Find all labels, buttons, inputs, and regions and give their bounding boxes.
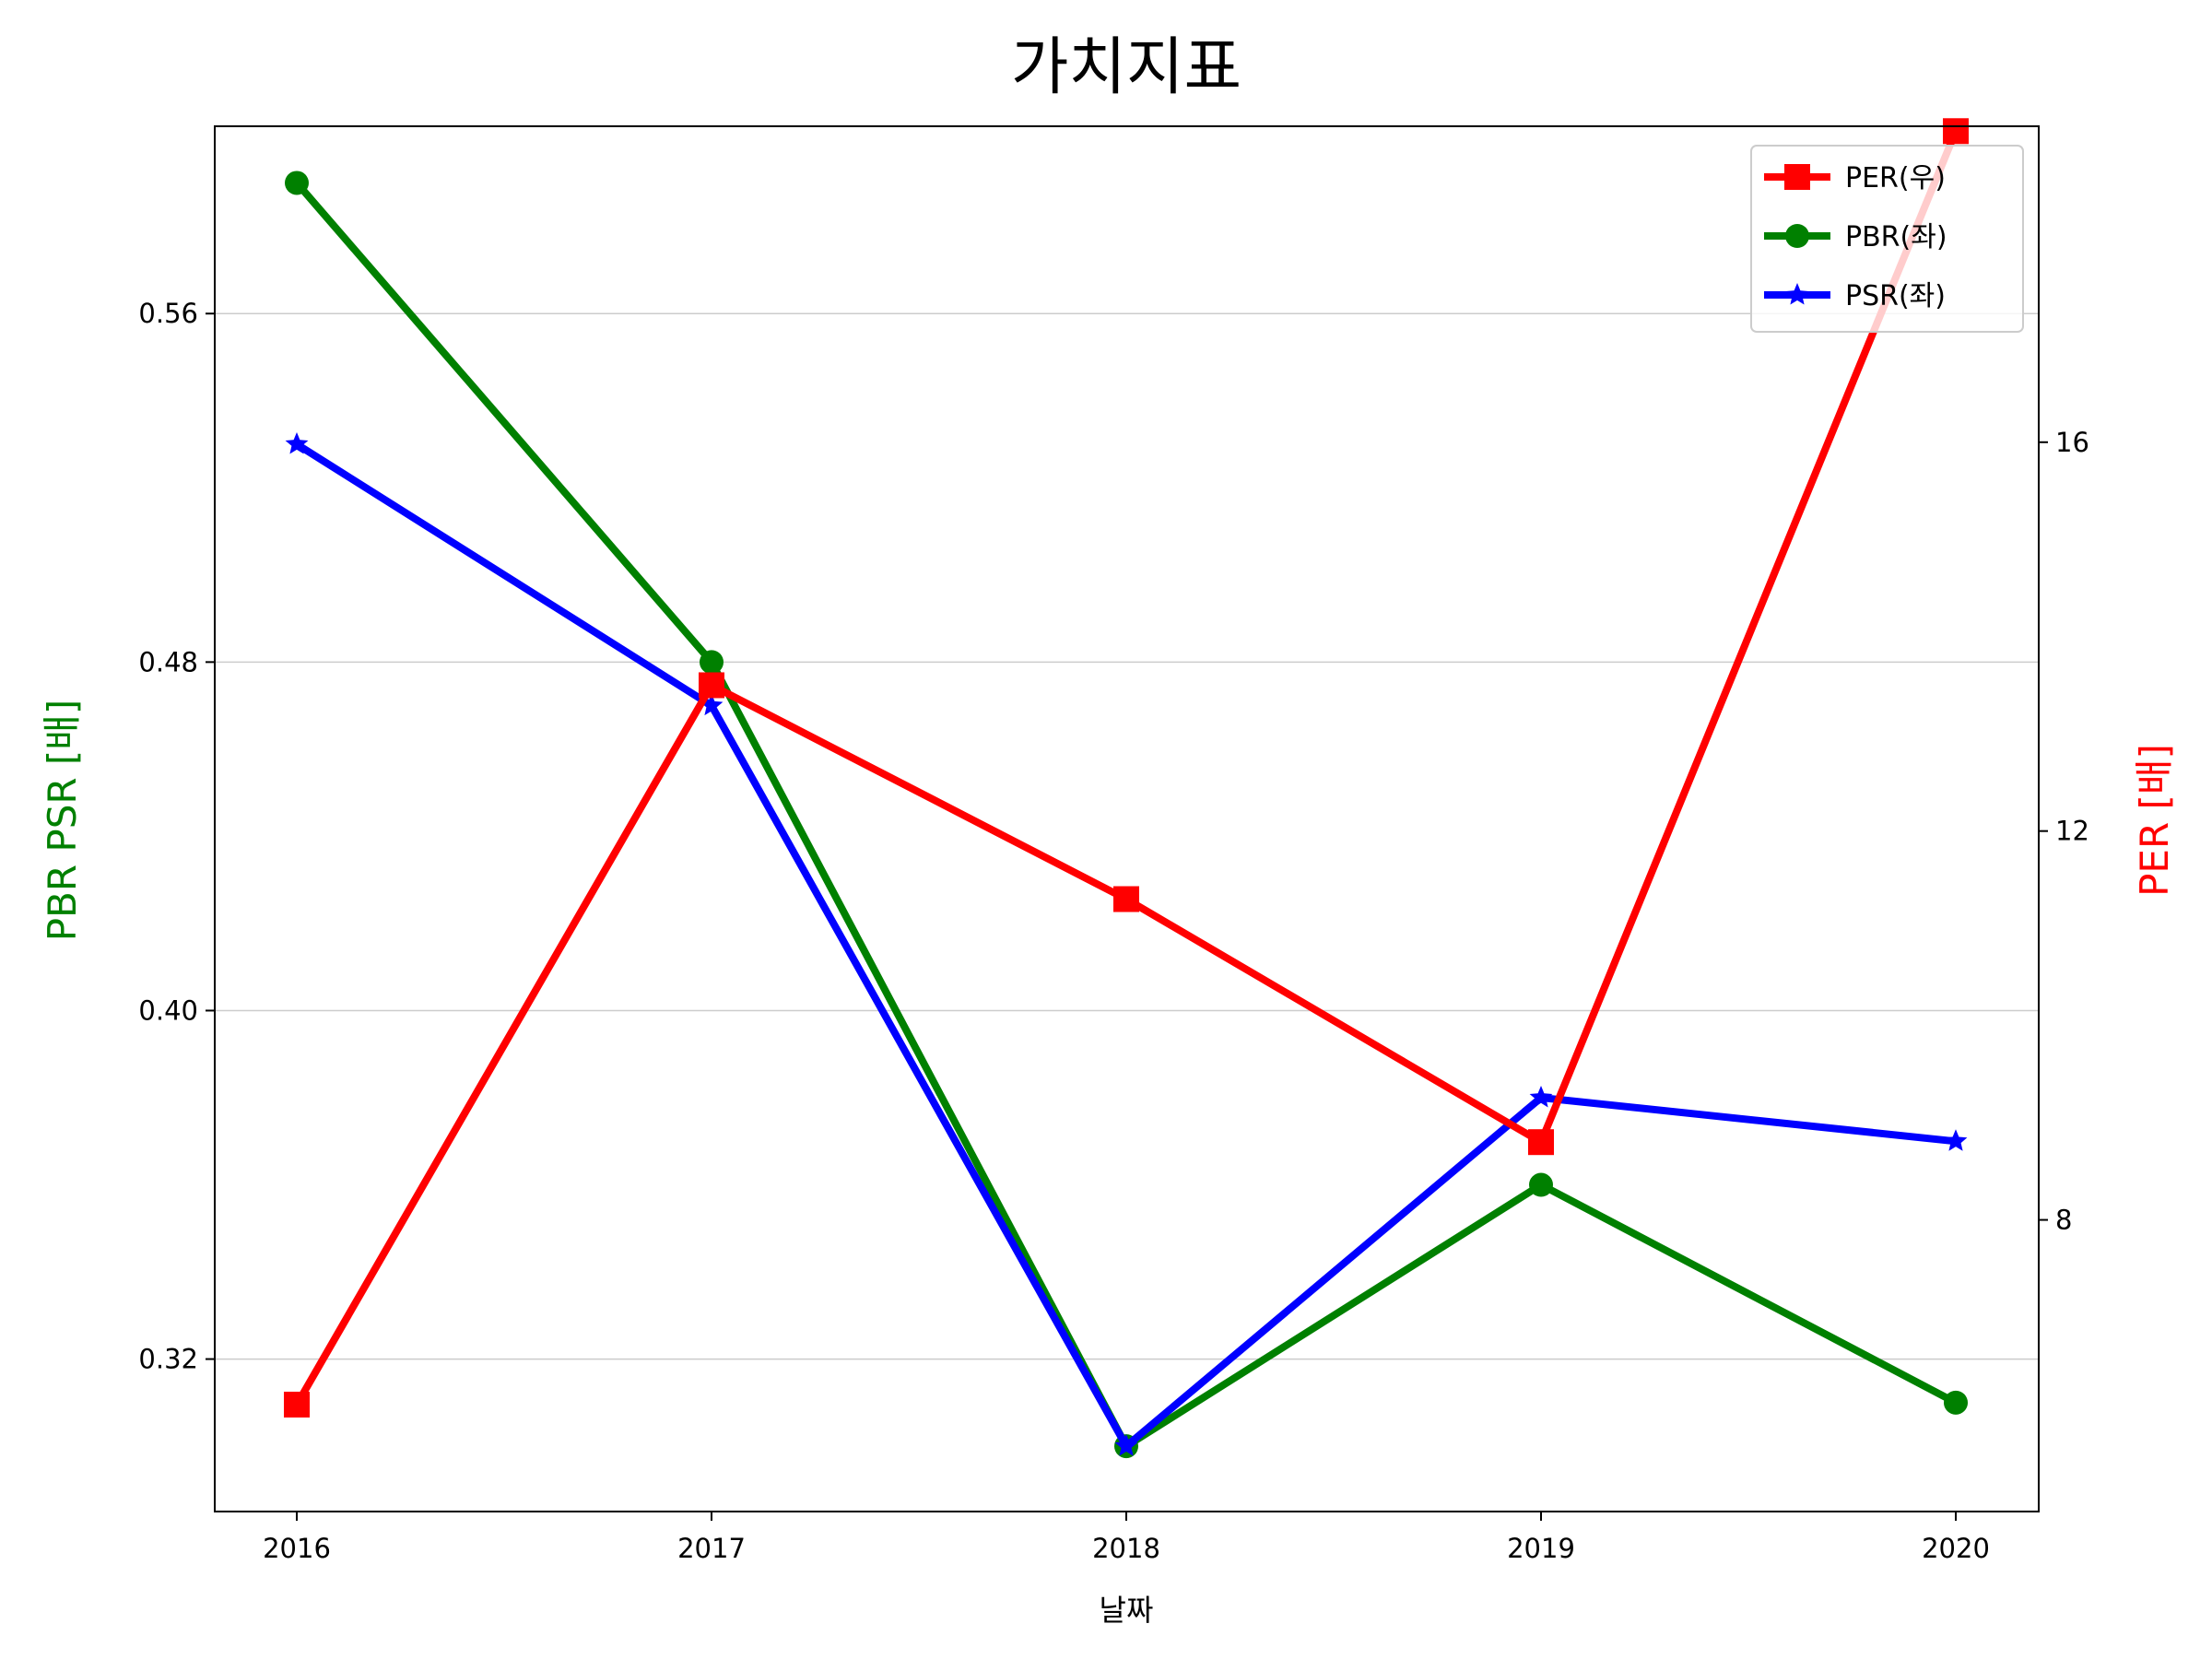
- x-tick-label: 2016: [263, 1533, 331, 1564]
- legend-marker: [1784, 164, 1810, 190]
- y-axis-right: 8 12 16: [2039, 427, 2089, 1236]
- x-axis-label: 날짜: [1100, 1593, 1154, 1628]
- y-left-tick-label: 0.40: [138, 994, 198, 1026]
- legend-item: PSR(좌): [1764, 280, 1946, 312]
- data-point: [700, 693, 724, 716]
- y-right-tick-label: 8: [2055, 1205, 2072, 1236]
- legend-item: PBR(좌): [1764, 221, 1947, 253]
- x-axis: 2016 2017 2018 2019 2020: [263, 1512, 1990, 1564]
- legend-label: PBR(좌): [1845, 221, 1947, 253]
- series-layer: [284, 118, 1969, 1459]
- data-point: [700, 650, 724, 675]
- y-left-tick-label: 0.48: [138, 646, 198, 677]
- series-square: [284, 118, 1969, 1418]
- data-point: [1944, 1129, 1968, 1151]
- data-point: [284, 1391, 310, 1418]
- x-tick-label: 2018: [1092, 1533, 1160, 1564]
- legend-label: PER(우): [1845, 162, 1946, 194]
- x-tick-label: 2020: [1922, 1533, 1990, 1564]
- legend-box: [1750, 145, 2024, 333]
- x-tick-label: 2019: [1507, 1533, 1575, 1564]
- y-axis-left-label: PBR PSR [배]: [40, 700, 85, 942]
- data-point: [1943, 118, 1969, 145]
- chart-title: 가치지표: [1011, 31, 1241, 104]
- y-axis-left: 0.32 0.40 0.48 0.56: [138, 298, 215, 1375]
- data-point: [285, 432, 309, 454]
- data-point: [1528, 1129, 1554, 1156]
- data-point: [1944, 1390, 1968, 1415]
- series-star: [285, 432, 1968, 1456]
- legend-item: PER(우): [1764, 162, 1946, 194]
- data-point: [699, 672, 724, 699]
- y-left-tick-label: 0.32: [138, 1344, 198, 1375]
- data-point: [1529, 1086, 1553, 1108]
- data-point: [1529, 1172, 1553, 1197]
- legend-label: PSR(좌): [1845, 280, 1946, 312]
- y-right-tick-label: 16: [2055, 427, 2089, 458]
- y-left-tick-label: 0.56: [138, 298, 198, 329]
- data-point: [1114, 1434, 1138, 1456]
- y-right-tick-label: 12: [2055, 816, 2089, 847]
- y-axis-right-label: PER [배]: [2132, 744, 2177, 897]
- data-point: [285, 171, 309, 195]
- data-point: [1113, 886, 1139, 912]
- legend-marker: [1785, 283, 1809, 305]
- legend-marker: [1785, 224, 1809, 248]
- x-tick-label: 2017: [677, 1533, 746, 1564]
- legend: PER(우) PBR(좌) PSR(좌): [1750, 145, 2024, 333]
